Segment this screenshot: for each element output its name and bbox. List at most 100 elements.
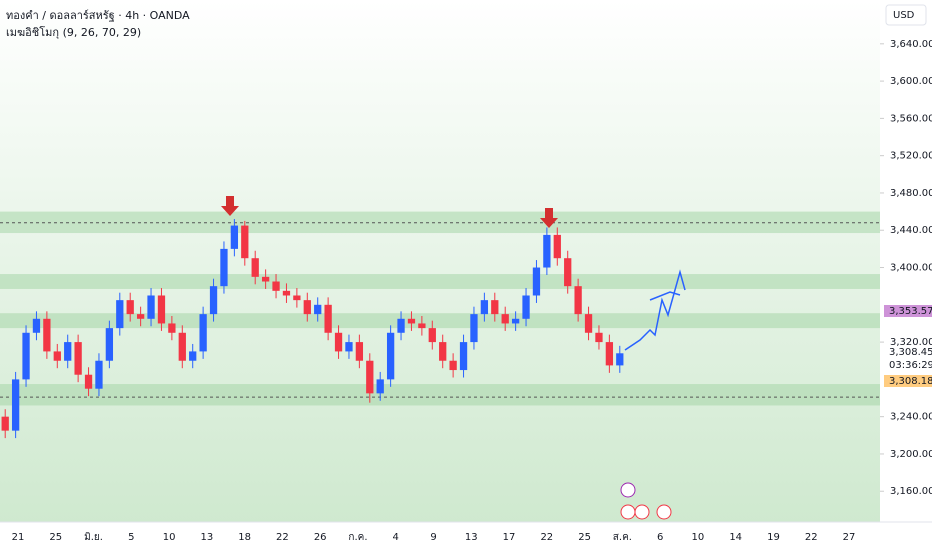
candle-body xyxy=(616,353,624,366)
event-icon[interactable] xyxy=(634,504,650,520)
candle-body xyxy=(345,342,353,352)
candle-body xyxy=(241,225,249,259)
y-tick-label: 3,160.000 xyxy=(890,486,932,497)
candle-body xyxy=(74,342,82,375)
y-tick-label: 3,400.000 xyxy=(890,263,932,274)
candle-body xyxy=(178,332,186,361)
y-tick-label: 3,480.000 xyxy=(890,188,932,199)
candle-body xyxy=(116,300,124,329)
zone xyxy=(0,313,880,329)
x-tick-label: 4 xyxy=(393,532,399,543)
candle-body xyxy=(386,332,395,380)
x-tick-label: 13 xyxy=(465,532,478,543)
x-tick-label: 21 xyxy=(12,532,25,543)
candle-body xyxy=(272,281,280,291)
candle-body xyxy=(126,300,134,315)
candle-body xyxy=(43,318,51,352)
candle-body xyxy=(501,314,509,324)
candle-body xyxy=(397,318,405,333)
arrow-marker xyxy=(221,196,239,216)
candle-body xyxy=(22,332,30,380)
candle-body xyxy=(334,332,343,352)
y-tick-label: 3,640.000 xyxy=(890,39,932,50)
candle-body xyxy=(32,318,41,333)
candle-body xyxy=(449,360,457,371)
x-tick-label: มิ.ย. xyxy=(84,532,103,543)
chart-title: ทองคำ / ดอลลาร์สหรัฐ · 4h · OANDA xyxy=(6,9,190,22)
candle-body xyxy=(261,276,270,282)
plot-background xyxy=(0,0,880,522)
x-tick-label: ก.ค. xyxy=(348,532,367,543)
candle-body xyxy=(251,258,259,277)
y-tick-label: 3,600.000 xyxy=(890,76,932,87)
x-tick-label: 26 xyxy=(314,532,327,543)
price-label: 3,353.578 xyxy=(889,306,932,317)
projection-path xyxy=(624,269,686,351)
candle-body xyxy=(418,323,426,329)
event-icon[interactable] xyxy=(656,504,672,520)
candle-body xyxy=(199,314,207,352)
y-tick-label: 3,560.000 xyxy=(890,113,932,124)
x-tick-label: 10 xyxy=(163,532,176,543)
y-tick-label: 3,440.000 xyxy=(890,225,932,236)
candle-body xyxy=(1,416,9,431)
candle-body xyxy=(53,351,61,361)
x-tick-label: 5 xyxy=(128,532,134,543)
candle-body xyxy=(64,342,72,361)
candle-body xyxy=(314,304,322,315)
x-tick-label: 14 xyxy=(729,532,742,543)
x-tick-label: 10 xyxy=(692,532,705,543)
candle-body xyxy=(220,248,228,287)
candle-body xyxy=(407,318,416,324)
axis-background xyxy=(880,0,932,550)
candle-body xyxy=(564,258,572,287)
x-tick-label: 9 xyxy=(430,532,436,543)
zone xyxy=(0,274,880,289)
y-tick-label: 3,240.000 xyxy=(890,412,932,423)
event-icon[interactable] xyxy=(620,504,636,520)
zone xyxy=(0,384,880,406)
candle-body xyxy=(293,295,301,301)
currency: USD xyxy=(893,10,915,21)
price-label: 3,308.455 xyxy=(889,347,932,358)
price-label: 03:36:29 xyxy=(889,360,932,371)
price-tag xyxy=(884,375,932,387)
price-tag xyxy=(884,359,932,370)
candle-body xyxy=(532,267,541,296)
y-tick-label: 3,320.000 xyxy=(890,337,932,348)
event-icon[interactable] xyxy=(620,482,636,498)
x-tick-label: 22 xyxy=(805,532,818,543)
candle-body xyxy=(553,234,561,259)
x-tick-label: 27 xyxy=(843,532,856,543)
candle-body xyxy=(105,328,114,361)
candle-body xyxy=(584,314,593,333)
x-tick-label: 22 xyxy=(540,532,553,543)
x-tick-label: ส.ค. xyxy=(613,532,632,543)
candle-body xyxy=(230,225,239,249)
currency-box[interactable] xyxy=(885,4,927,26)
candle-body xyxy=(470,314,478,343)
y-tick-label: 3,200.000 xyxy=(890,449,932,460)
candle-body xyxy=(168,323,176,333)
x-tick-label: 25 xyxy=(49,532,62,543)
candle-body xyxy=(11,379,20,431)
candle-body xyxy=(459,342,468,371)
candle-body xyxy=(376,379,384,394)
price-tag xyxy=(884,346,932,357)
indicator-label: เมฆอิชิโมกุ (9, 26, 70, 29) xyxy=(6,25,141,39)
arrow-marker xyxy=(540,208,558,228)
candle-body xyxy=(84,374,93,389)
candle-body xyxy=(543,234,551,268)
candle-body xyxy=(480,300,489,315)
candle-body xyxy=(209,286,218,315)
candle-body xyxy=(522,295,530,319)
x-tick-label: 17 xyxy=(503,532,516,543)
candle-body xyxy=(439,342,447,361)
x-tick-label: 25 xyxy=(578,532,591,543)
candle-body xyxy=(366,360,374,394)
candle-body xyxy=(605,342,614,366)
x-tick-label: 6 xyxy=(657,532,663,543)
candle-body xyxy=(355,342,364,361)
candle-body xyxy=(428,328,436,343)
